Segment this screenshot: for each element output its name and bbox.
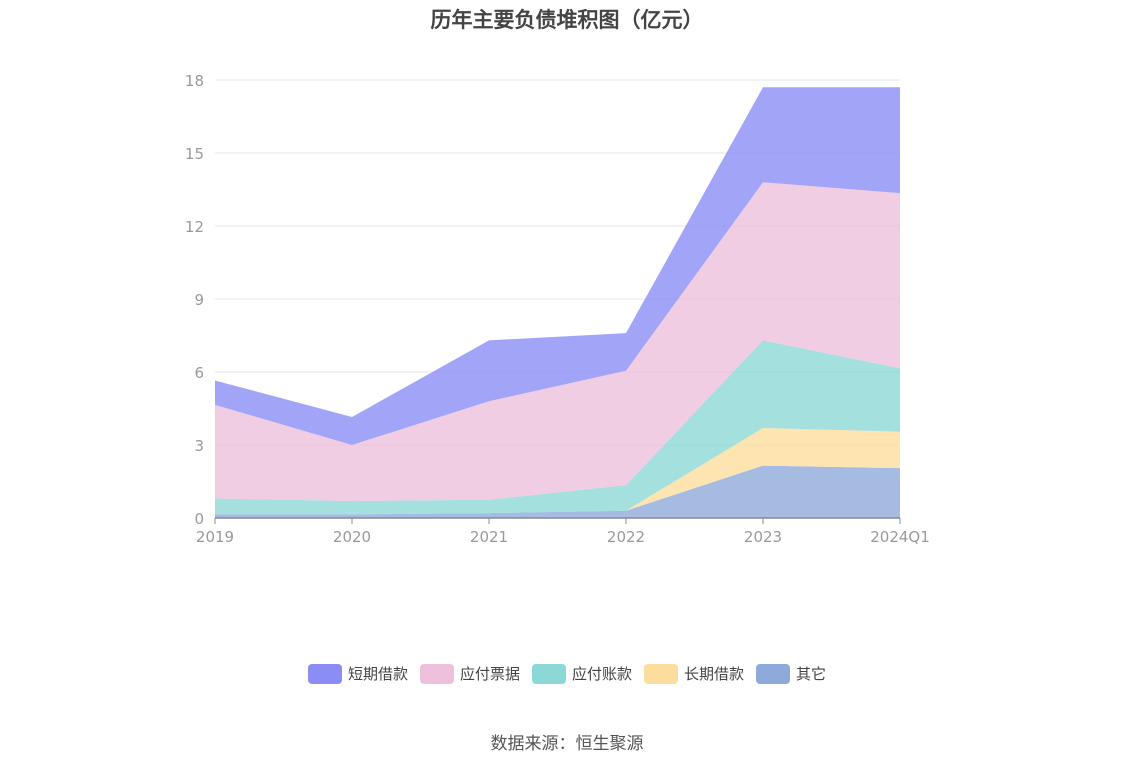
legend-label: 应付票据: [459, 665, 520, 683]
area-series: [215, 427, 900, 515]
legend-item[interactable]: 应付票据: [419, 663, 520, 684]
chart-title: 历年主要负债堆积图（亿元）: [430, 8, 704, 32]
stacked-area-chart: 0 3 6 9 12 15 18 2019 2020 2021 2022 2023 2024Q1: [185, 72, 930, 546]
y-tick-label: 6: [194, 364, 204, 382]
legend-item[interactable]: 其它: [756, 663, 826, 684]
area-series: [215, 87, 900, 446]
y-tick-label: 0: [194, 510, 204, 528]
x-tick-label: 2021: [470, 528, 508, 546]
x-tick-label: 2019: [196, 528, 234, 546]
y-tick-label: 15: [185, 145, 204, 163]
area-series: [215, 465, 900, 518]
x-tick-label: 2023: [744, 528, 782, 546]
y-tick-label: 9: [194, 291, 204, 309]
y-tick-label: 18: [185, 72, 204, 90]
legend-label: 长期借款: [684, 665, 745, 683]
x-tick-label: 2024Q1: [870, 528, 930, 546]
y-tick-label: 12: [185, 218, 204, 236]
legend-swatch: [307, 663, 342, 684]
legend-swatch: [644, 663, 678, 684]
legend-item[interactable]: 应付账款: [531, 663, 632, 684]
legend-label: 短期借款: [347, 665, 408, 683]
area-series: [215, 340, 900, 515]
data-source: 数据来源：恒生聚源: [490, 734, 644, 754]
legend-item[interactable]: 长期借款: [644, 663, 744, 684]
legend-swatch: [531, 663, 566, 684]
legend-label: 其它: [796, 665, 827, 683]
chart-legend: 短期借款 应付票据 应付账款 长期借款 其它: [0, 663, 1134, 684]
legend-label: 应付账款: [571, 665, 632, 683]
x-tick-label: 2022: [607, 528, 645, 546]
legend-item[interactable]: 短期借款: [307, 663, 408, 684]
x-tick-label: 2020: [333, 528, 371, 546]
y-tick-label: 3: [194, 437, 204, 455]
area-series: [215, 182, 900, 501]
legend-swatch: [756, 663, 791, 684]
legend-swatch: [419, 663, 454, 684]
